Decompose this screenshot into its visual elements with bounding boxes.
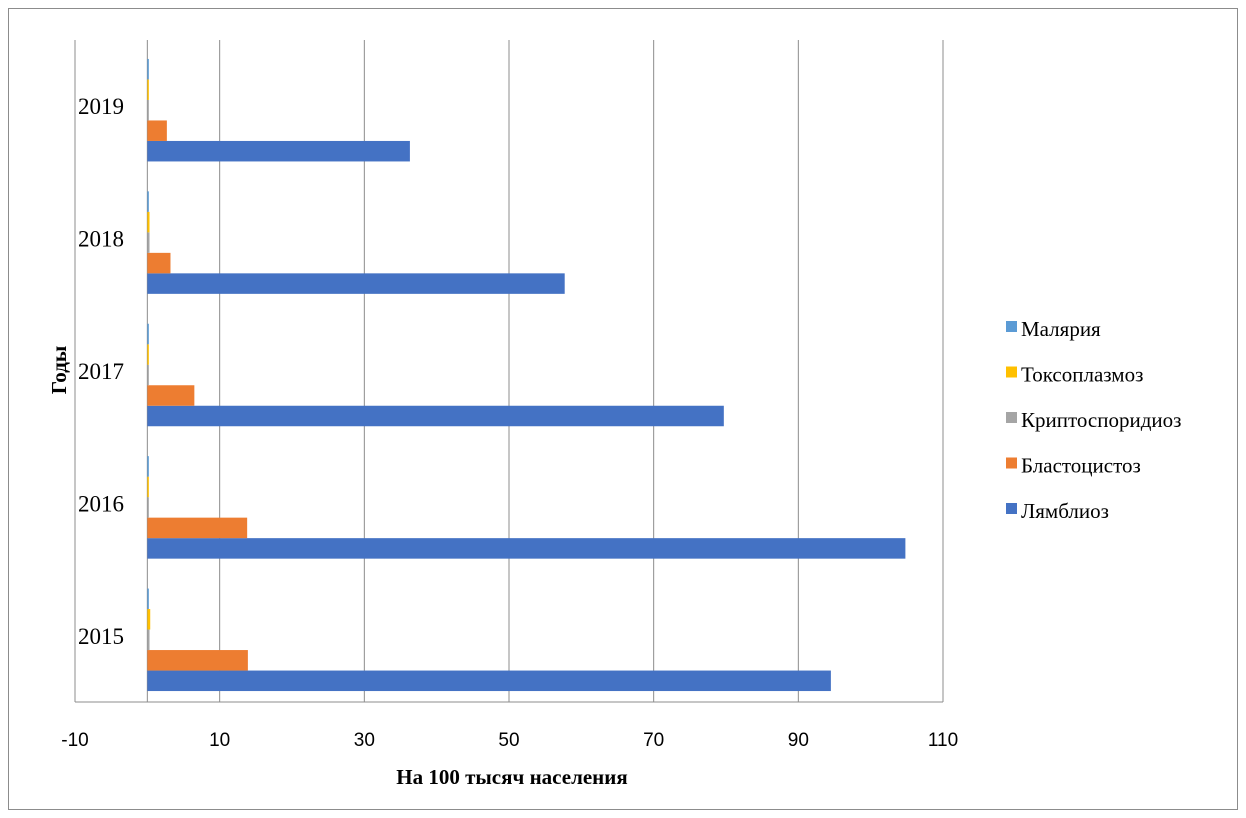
x-tick-label: 90 [788,730,809,751]
bar-2016-1 [147,538,906,559]
legend-label: Малярия [1021,317,1101,341]
bars [147,58,906,692]
bar-2016-3 [147,497,149,518]
legend-swatch [1006,412,1017,423]
bar-2016-2 [147,517,248,539]
y-axis-title: Годы [47,346,71,394]
bar-2018-2 [147,252,171,274]
bar-2019-4 [147,79,149,100]
gridlines [74,40,944,703]
bar-2017-2 [147,385,195,406]
bar-2015-3 [147,629,150,651]
x-tick-label: 30 [354,730,375,751]
legend-swatch [1006,321,1017,332]
x-tick-label: 110 [928,730,958,751]
bar-2017-3 [147,364,149,386]
y-tick-label: 2019 [78,94,124,119]
bar-2018-5 [147,191,149,212]
bar-2016-4 [147,476,149,498]
bar-2016-5 [147,456,149,477]
legend-label: Токсоплазмоз [1021,362,1143,386]
bar-2015-4 [147,609,151,630]
legend-label: Бластоцистоз [1021,453,1141,477]
y-tick-label: 2017 [78,359,124,384]
legend-swatch [1006,503,1017,514]
bar-2019-2 [147,120,167,141]
bar-2019-5 [147,58,149,80]
bar-2018-4 [147,211,150,233]
legend-label: Криптоспоридиоз [1021,408,1181,432]
bar-2015-5 [147,588,149,610]
legend: Малярия Токсоплазмоз Криптоспоридиоз Бласто… [1006,317,1181,523]
bar-2018-3 [147,232,150,253]
x-tick-label: 70 [643,730,664,751]
legend-label: Лямблиоз [1021,499,1109,523]
y-tick-label: 2015 [78,624,124,649]
legend-swatch [1006,457,1017,469]
bar-2017-5 [147,323,149,345]
x-tick-label: 10 [209,730,230,751]
y-tick-label: 2016 [78,491,124,516]
legend-swatch [1006,366,1017,378]
bar-2019-3 [147,99,149,121]
y-tick-labels: 2015 2016 2017 2018 2019 [78,94,124,649]
x-tick-label: -10 [61,730,88,751]
x-tick-labels: -10 10 30 50 70 90 110 [61,730,958,751]
bar-2018-1 [147,273,565,294]
x-tick-label: 50 [498,730,519,751]
bar-2015-2 [147,650,248,671]
x-axis-title: На 100 тысяч населения [396,765,627,789]
bar-2019-1 [147,140,410,162]
bar-2017-1 [147,405,724,427]
bar-2017-4 [147,344,149,365]
bar-2015-1 [147,670,831,692]
y-tick-label: 2018 [78,227,124,252]
